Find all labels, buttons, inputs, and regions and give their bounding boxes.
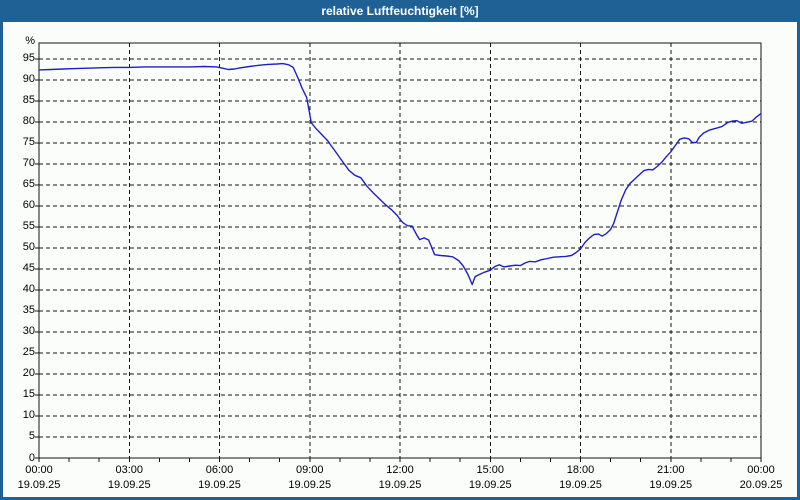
y-tick-label-60: 60 xyxy=(22,199,35,212)
y-tick-label-45: 45 xyxy=(22,262,35,275)
x-date-label-21: 19.09.25 xyxy=(649,479,693,491)
y-tick-label-5: 5 xyxy=(28,430,35,443)
x-date-label-3: 19.09.25 xyxy=(107,479,151,491)
y-tick-label-65: 65 xyxy=(22,178,35,191)
x-time-label-3: 03:00 xyxy=(115,464,144,476)
x-time-label-21: 21:00 xyxy=(656,464,685,476)
x-time-label-6: 06:00 xyxy=(205,464,234,476)
humidity-line-chart xyxy=(35,42,762,462)
x-date-label-0: 19.09.25 xyxy=(17,479,61,491)
x-date-label-12: 19.09.25 xyxy=(378,479,422,491)
window-titlebar: relative Luftfeuchtigkeit [%] xyxy=(0,0,800,22)
x-date-label-18: 19.09.25 xyxy=(559,479,602,491)
y-tick-label-25: 25 xyxy=(22,346,35,359)
y-tick-label-35: 35 xyxy=(22,304,35,317)
series-line-0 xyxy=(38,62,762,286)
y-tick-label-30: 30 xyxy=(22,325,35,338)
x-date-label-24: 20.09.25 xyxy=(739,479,783,491)
x-time-label-18: 18:00 xyxy=(566,464,595,476)
x-time-label-0: 00:00 xyxy=(25,464,53,476)
y-tick-label-15: 15 xyxy=(22,388,35,401)
y-tick-label-95: 95 xyxy=(22,52,35,65)
x-date-label-15: 19.09.25 xyxy=(468,479,512,491)
y-tick-label-0: 0 xyxy=(28,451,35,464)
y-tick-label-85: 85 xyxy=(22,94,35,107)
y-tick-label-80: 80 xyxy=(22,115,35,128)
x-time-label-15: 15:00 xyxy=(476,464,505,476)
y-tick-label-90: 90 xyxy=(22,73,35,86)
plot-border xyxy=(38,42,762,459)
y-tick-label-75: 75 xyxy=(22,136,35,149)
window-title: relative Luftfeuchtigkeit [%] xyxy=(321,4,479,18)
y-tick-label-20: 20 xyxy=(22,367,35,380)
x-time-label-24: 00:00 xyxy=(747,464,775,476)
x-time-label-12: 12:00 xyxy=(386,464,414,476)
x-date-label-6: 19.09.25 xyxy=(198,479,241,491)
x-date-label-9: 19.09.25 xyxy=(288,479,332,491)
y-tick-label-40: 40 xyxy=(22,283,35,296)
y-tick-label-50: 50 xyxy=(22,241,35,254)
y-tick-label-70: 70 xyxy=(22,157,35,170)
y-tick-label-10: 10 xyxy=(22,409,35,422)
y-axis-unit-label: % xyxy=(25,35,35,47)
y-tick-label-55: 55 xyxy=(22,220,35,233)
chart-area: % 0 5 10 15 20 25 30 35 40 45 50 55 60 65 70 75 80 85 90 95… xyxy=(3,22,797,497)
x-time-label-9: 09:00 xyxy=(295,464,324,476)
